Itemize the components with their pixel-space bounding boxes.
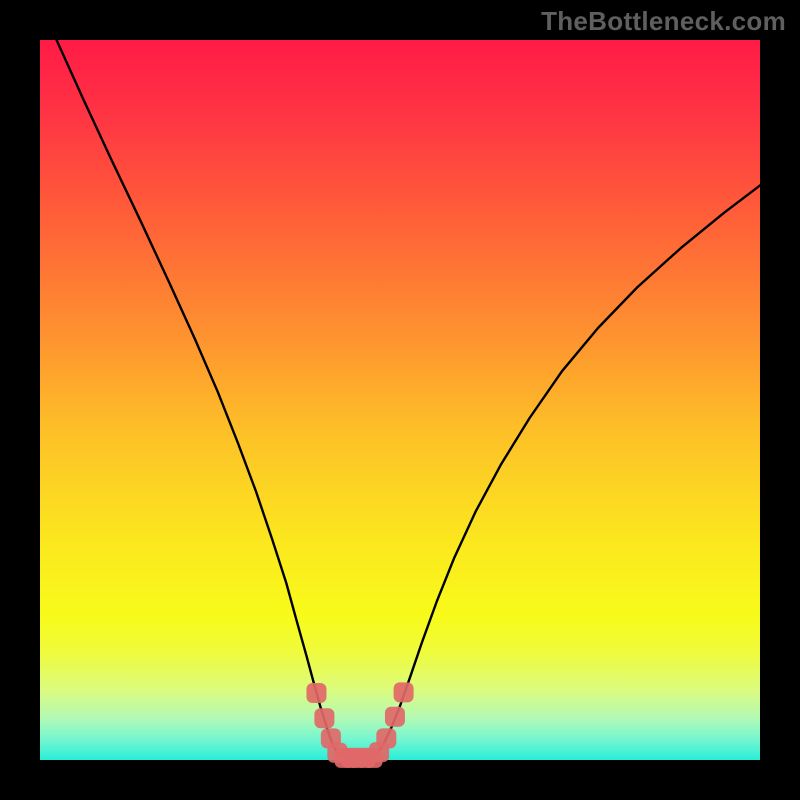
plot-background: [40, 40, 760, 760]
chart-stage: TheBottleneck.com: [0, 0, 800, 800]
watermark-text: TheBottleneck.com: [541, 6, 786, 37]
